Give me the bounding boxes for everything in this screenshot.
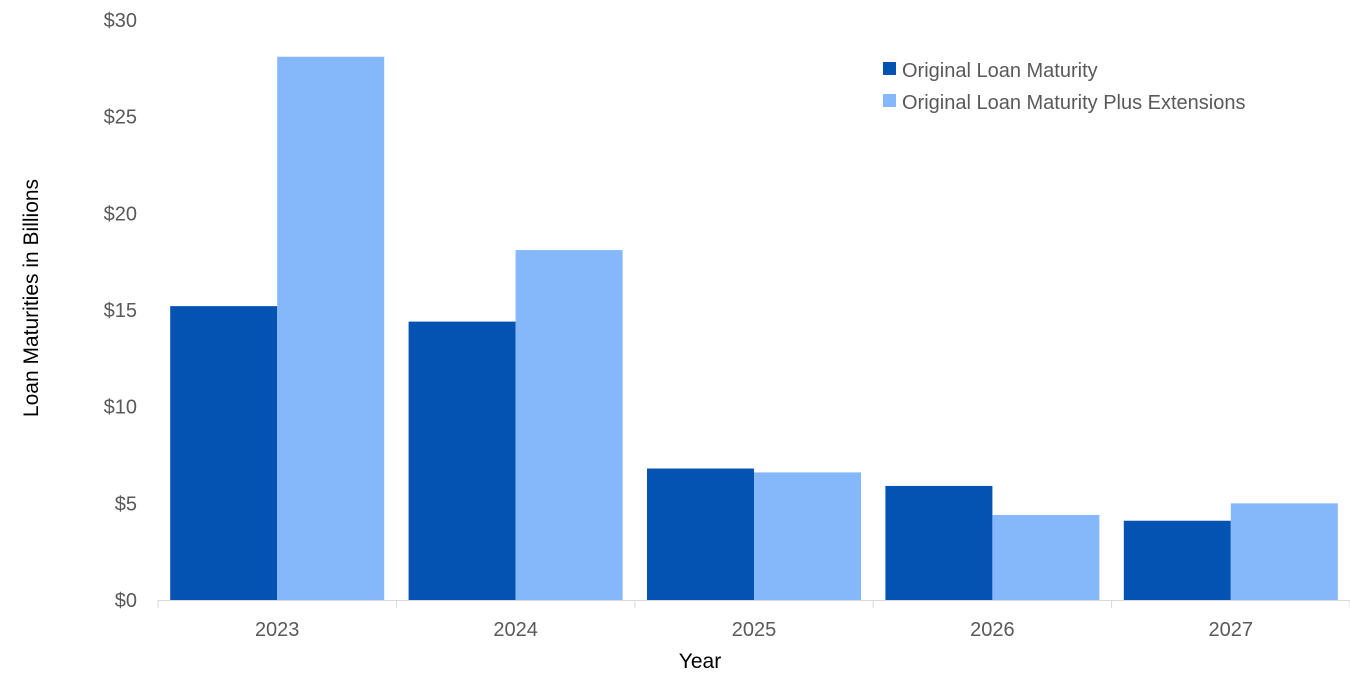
legend-swatch xyxy=(883,94,896,107)
legend-label: Original Loan Maturity xyxy=(902,60,1098,82)
bar-plus-extensions-2023 xyxy=(277,56,385,600)
x-tick-label: 2027 xyxy=(1209,619,1254,641)
y-tick-label: $15 xyxy=(104,300,137,322)
legend: Original Loan Maturity Original Loan Matu… xyxy=(883,60,1246,114)
x-axis-ticks: 2023 2024 2025 2026 2027 xyxy=(157,600,1350,641)
bar-original-2024 xyxy=(408,321,516,600)
legend-label: Original Loan Maturity Plus Extensions xyxy=(902,92,1246,114)
bar-plus-extensions-2025 xyxy=(754,472,861,600)
x-tick-label: 2023 xyxy=(255,619,300,641)
x-tick-label: 2024 xyxy=(493,619,538,641)
y-axis-ticks: $0 $5 $10 $15 $20 $25 $30 xyxy=(104,10,137,612)
bar-original-2023 xyxy=(170,306,278,600)
bar-plus-extensions-2026 xyxy=(992,514,1100,600)
y-tick-label: $10 xyxy=(104,397,137,419)
y-tick-label: $5 xyxy=(115,493,137,515)
bar-original-2026 xyxy=(885,485,993,600)
x-axis-title: Year xyxy=(679,650,721,673)
bar-original-2025 xyxy=(647,468,754,600)
bars xyxy=(170,56,1338,601)
y-axis-title: Loan Maturities in Billions xyxy=(20,179,43,417)
bar-plus-extensions-2024 xyxy=(515,250,623,601)
bar-plus-extensions-2027 xyxy=(1230,503,1338,600)
y-tick-label: $30 xyxy=(104,10,137,32)
x-tick-label: 2026 xyxy=(970,619,1015,641)
x-tick-label: 2025 xyxy=(732,619,777,641)
bar-original-2027 xyxy=(1123,520,1231,600)
y-tick-label: $0 xyxy=(115,590,137,612)
y-tick-label: $20 xyxy=(104,203,137,225)
legend-swatch xyxy=(883,62,896,75)
y-tick-label: $25 xyxy=(104,107,137,129)
